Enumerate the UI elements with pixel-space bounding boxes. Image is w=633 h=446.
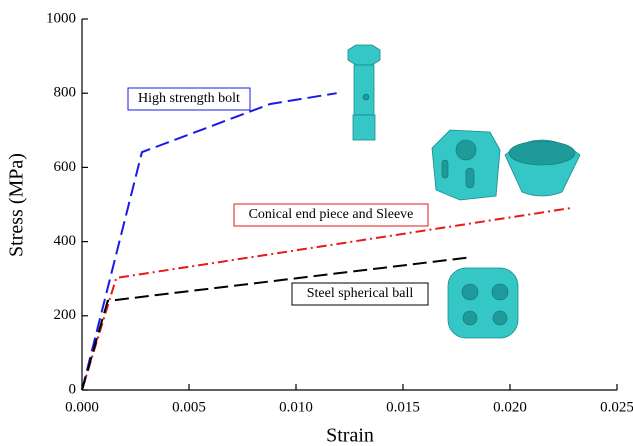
y-tick-label: 1000 <box>46 10 76 26</box>
y-tick-label: 400 <box>54 233 77 249</box>
annotation: Steel spherical ball <box>307 286 414 301</box>
y-tick-label: 0 <box>69 381 77 397</box>
x-tick-label: 0.015 <box>386 399 420 415</box>
bolt-model <box>348 45 380 140</box>
ball-model <box>448 268 518 338</box>
x-tick-label: 0.005 <box>172 399 206 415</box>
x-axis-label: Strain <box>326 425 374 446</box>
chart: Strain Stress (MPa) 0.000 0.005 0.010 0.015… <box>0 0 633 446</box>
series-line <box>82 93 337 390</box>
x-tick-label: 0.020 <box>493 399 527 415</box>
x-tick-label: 0.000 <box>65 399 99 415</box>
series-line <box>82 257 471 390</box>
x-tick-label: 0.025 <box>600 399 633 415</box>
annotation: High strength bolt <box>138 91 240 106</box>
annotation: Conical end piece and Sleeve <box>249 207 414 222</box>
y-tick-label: 800 <box>54 85 77 101</box>
y-tick-label: 200 <box>54 307 77 323</box>
x-tick-label: 0.010 <box>279 399 313 415</box>
y-tick-label: 600 <box>54 159 77 175</box>
y-axis-label: Stress (MPa) <box>6 153 28 257</box>
conical-model <box>505 140 580 196</box>
sleeve-model <box>432 130 500 200</box>
